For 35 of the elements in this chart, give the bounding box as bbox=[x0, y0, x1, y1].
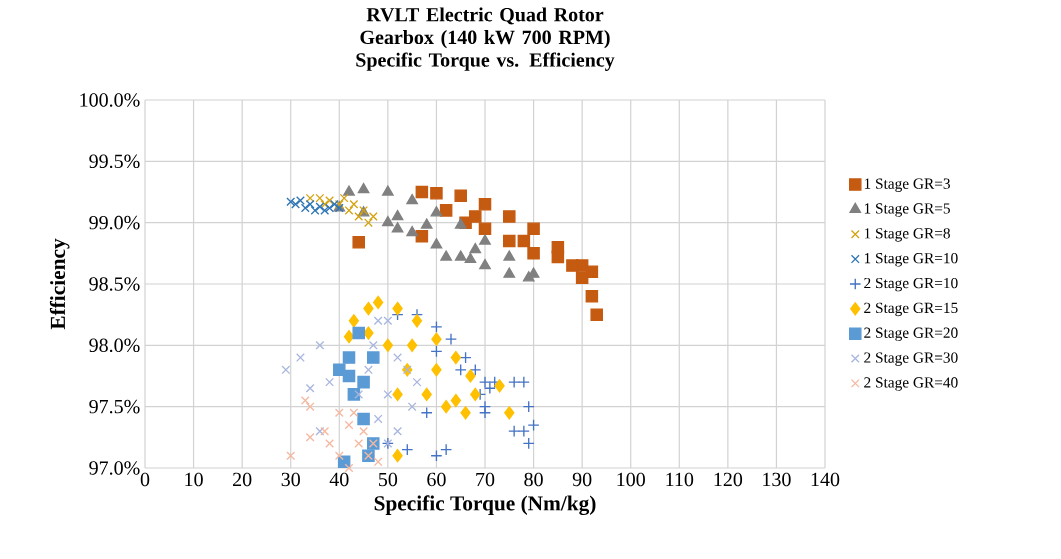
x-axis-title: Specific Torque (Nm/kg) bbox=[374, 495, 596, 516]
legend-label: 2 Stage GR=20 bbox=[864, 327, 958, 342]
x-tick-label: 120 bbox=[714, 472, 743, 487]
x-tick-label: 0 bbox=[140, 472, 150, 487]
x-tick-label: 70 bbox=[476, 472, 495, 487]
legend-label: 2 Stage GR=10 bbox=[864, 277, 958, 292]
x-tick-label: 110 bbox=[666, 472, 694, 487]
y-tick-label: 99.0% bbox=[89, 215, 140, 230]
x-tick-label: 20 bbox=[233, 472, 252, 487]
x-tick-label: 80 bbox=[524, 472, 543, 487]
legend-label: 2 Stage GR=15 bbox=[864, 302, 958, 317]
legend-label: 1 Stage GR=5 bbox=[864, 203, 950, 217]
x-tick-label: 10 bbox=[185, 472, 203, 487]
y-tick-label: 98.0% bbox=[89, 338, 140, 353]
y-tick-label: 97.0% bbox=[89, 461, 140, 475]
legend-label: 1 Stage GR=3 bbox=[864, 178, 950, 192]
legend-label: 1 Stage GR=10 bbox=[864, 253, 958, 267]
x-tick-label: 60 bbox=[427, 472, 446, 487]
x-tick-label: 130 bbox=[763, 472, 791, 487]
chart-title: RVLT Electric Quad Rotor Gearbox (140 kW 700 RPM) bbox=[360, 7, 610, 49]
chart-subtitle: Specific Torque vs. Efficiency bbox=[356, 52, 615, 71]
legend-label: 2 Stage GR=30 bbox=[864, 352, 958, 366]
y-tick-label: 100.0% bbox=[80, 93, 140, 107]
legend-label: 1 Stage GR=8 bbox=[864, 228, 950, 242]
x-tick-label: 50 bbox=[379, 472, 398, 487]
x-tick-label: 40 bbox=[329, 472, 349, 487]
y-tick-label: 99.5% bbox=[89, 154, 140, 169]
legend-label: 2 Stage GR=40 bbox=[864, 377, 958, 391]
x-tick-label: 100 bbox=[617, 472, 645, 487]
y-tick-label: 98.5% bbox=[89, 277, 140, 291]
y-axis-title: Efficiency bbox=[49, 238, 70, 330]
x-tick-label: 90 bbox=[572, 472, 592, 487]
x-tick-label: 140 bbox=[811, 472, 840, 487]
y-tick-label: 97.5% bbox=[89, 399, 140, 414]
x-tick-label: 30 bbox=[281, 472, 300, 487]
